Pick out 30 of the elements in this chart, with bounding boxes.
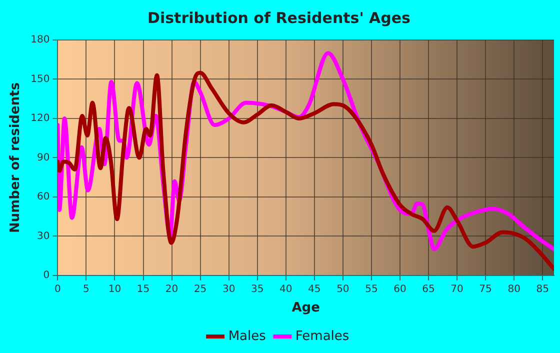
x-tick-label: 65 (422, 284, 435, 295)
x-tick-label: 40 (280, 284, 292, 295)
x-tick-label: 35 (250, 284, 264, 295)
y-tick-label: 180 (30, 34, 50, 46)
y-tick-label: 30 (36, 230, 50, 242)
legend-label: Females (295, 328, 350, 344)
x-tick-label: 60 (394, 284, 406, 295)
x-tick-label: 70 (450, 284, 464, 295)
x-tick-label: 10 (108, 284, 122, 295)
y-tick-label: 120 (30, 113, 50, 124)
x-tick-label: 80 (508, 284, 520, 295)
chart-title: Distribution of Residents' Ages (148, 8, 411, 27)
y-tick-label: 90 (36, 152, 50, 164)
legend-label: Males (228, 328, 266, 344)
y-tick-label: 150 (30, 74, 50, 85)
x-tick-label: 25 (194, 284, 207, 295)
x-tick-label: 55 (365, 284, 378, 295)
y-tick-label: 60 (36, 192, 50, 203)
x-tick-label: 45 (308, 284, 321, 295)
x-tick-label: 85 (536, 284, 549, 295)
x-axis-title: Age (292, 300, 320, 316)
x-tick-label: 75 (479, 284, 492, 295)
x-tick-label: 20 (165, 284, 178, 295)
x-tick-label: 15 (136, 284, 150, 295)
x-tick-label: 30 (222, 284, 236, 295)
y-tick-label: 0 (43, 270, 50, 281)
x-tick-label: 0 (54, 284, 61, 295)
x-tick-label: 5 (83, 284, 90, 295)
x-tick-label: 50 (336, 284, 350, 295)
y-axis-title: Number of residents (8, 82, 24, 234)
